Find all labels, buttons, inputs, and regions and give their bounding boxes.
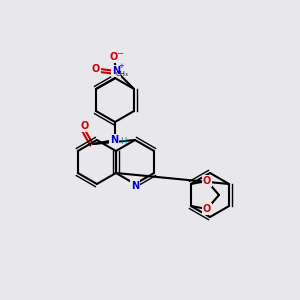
Text: H: H [120, 136, 126, 146]
Text: N: N [110, 135, 118, 145]
Text: N: N [131, 181, 139, 191]
Text: O: O [81, 121, 89, 131]
Text: CH₃: CH₃ [116, 71, 129, 77]
Text: −: − [117, 50, 124, 58]
Text: N: N [112, 66, 120, 76]
Text: O: O [92, 64, 100, 74]
Text: O: O [203, 204, 211, 214]
Text: O: O [110, 52, 118, 62]
Text: O: O [203, 176, 211, 186]
Text: +: + [118, 63, 124, 69]
